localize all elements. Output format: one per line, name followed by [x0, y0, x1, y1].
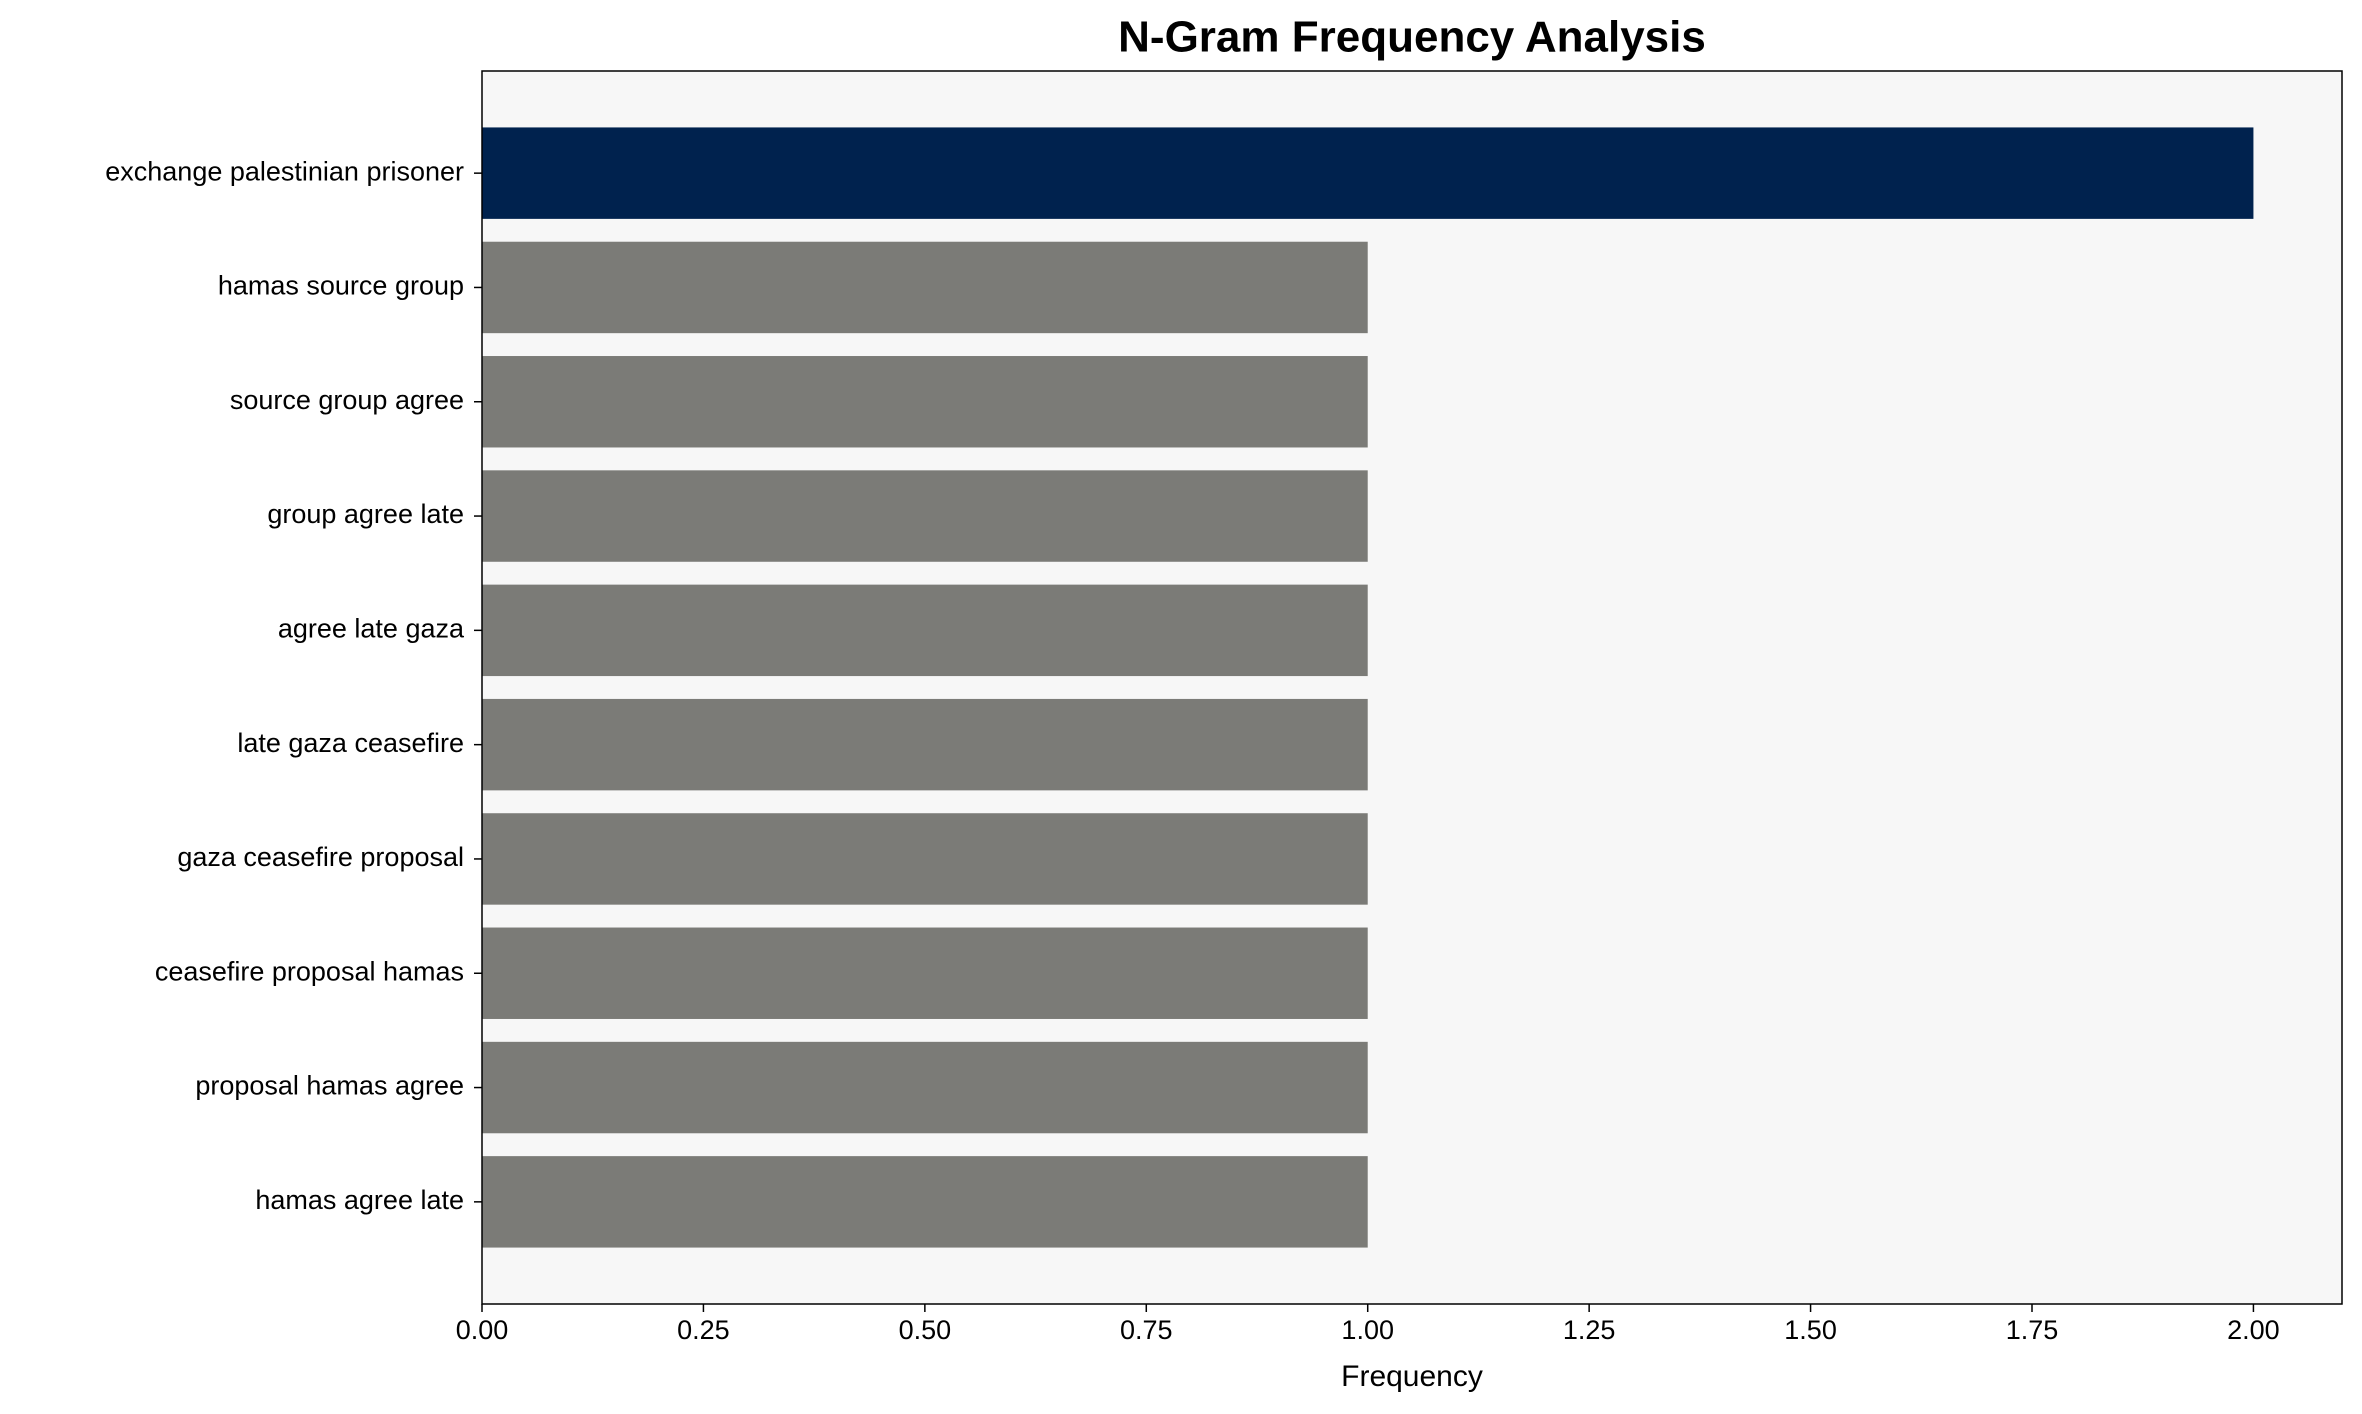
bar: [482, 584, 1368, 677]
bar: [482, 698, 1368, 791]
bar: [482, 127, 2254, 219]
y-tick-label: source group agree: [230, 385, 464, 415]
x-tick-label: 0.50: [899, 1315, 952, 1345]
y-tick-label: hamas source group: [218, 271, 464, 301]
y-tick-label: exchange palestinian prisoner: [105, 156, 464, 186]
bar: [482, 813, 1368, 905]
y-tick-label: ceasefire proposal hamas: [155, 956, 464, 986]
y-tick-label: group agree late: [267, 499, 464, 529]
bar: [482, 356, 1368, 448]
x-tick-label: 0.75: [1120, 1315, 1173, 1345]
x-tick-label: 0.00: [456, 1315, 509, 1345]
x-tick-label: 1.25: [1563, 1315, 1616, 1345]
y-tick-label: gaza ceasefire proposal: [177, 842, 464, 872]
x-tick-label: 2.00: [2227, 1315, 2280, 1345]
bar: [482, 927, 1368, 1019]
x-axis-label: Frequency: [1341, 1360, 1483, 1393]
y-tick-label: agree late gaza: [278, 613, 465, 643]
chart-title: N-Gram Frequency Analysis: [1118, 13, 1706, 62]
x-tick-label: 0.25: [677, 1315, 730, 1345]
plot-frame: [481, 70, 2343, 1305]
bar: [482, 470, 1368, 562]
y-tick-label: late gaza ceasefire: [237, 728, 464, 758]
x-tick-label: 1.75: [2006, 1315, 2059, 1345]
bar: [482, 241, 1368, 334]
x-tick-label: 1.50: [1784, 1315, 1837, 1345]
bar: [482, 1041, 1368, 1134]
y-tick-label: hamas agree late: [255, 1185, 464, 1215]
y-tick-label: proposal hamas agree: [195, 1071, 464, 1101]
bar: [482, 1156, 1368, 1248]
x-tick-label: 1.00: [1341, 1315, 1394, 1345]
